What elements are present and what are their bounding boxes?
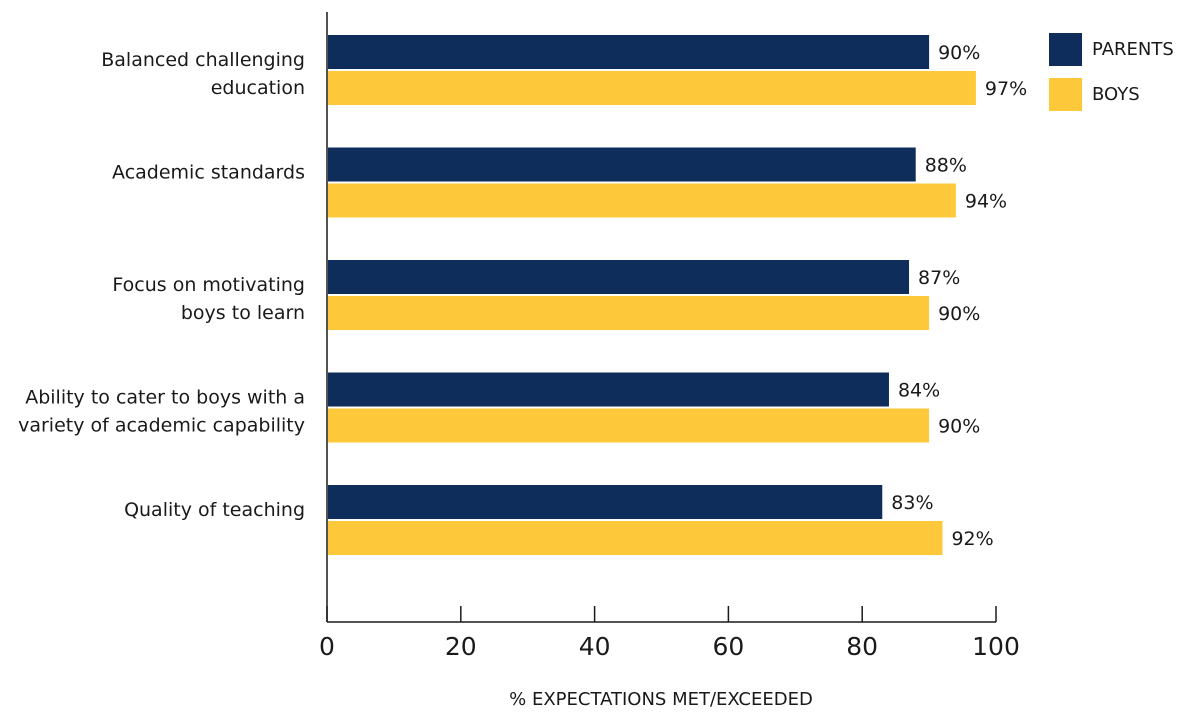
legend: PARENTS BOYS [1049,33,1174,111]
bar-boys-2 [328,296,930,330]
bar-boys-4 [328,521,943,555]
value-label-boys-0: 97% [985,78,1027,100]
bar-boys-3 [328,408,930,443]
category-label-0: Balanced challenging education [101,49,305,99]
x-tick-label-60: 60 [712,632,744,661]
x-tick-label-40: 40 [579,632,611,661]
bars-group [328,35,976,555]
value-label-boys-2: 90% [938,303,980,325]
category-label-2: Focus on motivating boys to learn [112,274,305,324]
axes-group [326,12,996,623]
category-label-1: Academic standards [112,162,305,184]
x-axis-title: % EXPECTATIONS MET/EXCEEDED [509,689,813,710]
value-label-boys-3: 90% [938,416,980,438]
value-label-boys-4: 92% [951,528,993,550]
value-label-parents-1: 88% [925,155,967,177]
legend-label-boys: BOYS [1092,84,1140,105]
x-tick-label-100: 100 [972,632,1020,661]
legend-label-parents: PARENTS [1092,39,1174,60]
value-label-parents-2: 87% [918,267,960,289]
bar-parents-4 [328,485,883,519]
value-label-parents-3: 84% [898,380,940,402]
bar-parents-1 [328,147,916,182]
value-labels: 90%97%88%94%87%90%84%90%83%92% [891,42,1027,550]
bar-boys-0 [328,71,976,105]
x-tick-label-20: 20 [445,632,477,661]
value-label-parents-0: 90% [938,42,980,64]
legend-swatch-boys [1049,78,1082,111]
category-label-3: Ability to cater to boys with a variety o… [18,387,305,437]
category-label-4: Quality of teaching [124,499,305,521]
bar-parents-3 [328,372,889,407]
value-label-parents-4: 83% [891,492,933,514]
category-labels: Balanced challenging education Academic st… [18,49,305,521]
x-tick-label-80: 80 [846,632,878,661]
value-label-boys-1: 94% [965,191,1007,213]
x-ticks: 0 20 40 60 80 100 [319,606,1020,661]
legend-swatch-parents [1049,33,1082,66]
bar-parents-2 [328,260,910,294]
bar-boys-1 [328,183,956,218]
x-tick-label-0: 0 [319,632,335,661]
bar-parents-0 [328,35,930,69]
